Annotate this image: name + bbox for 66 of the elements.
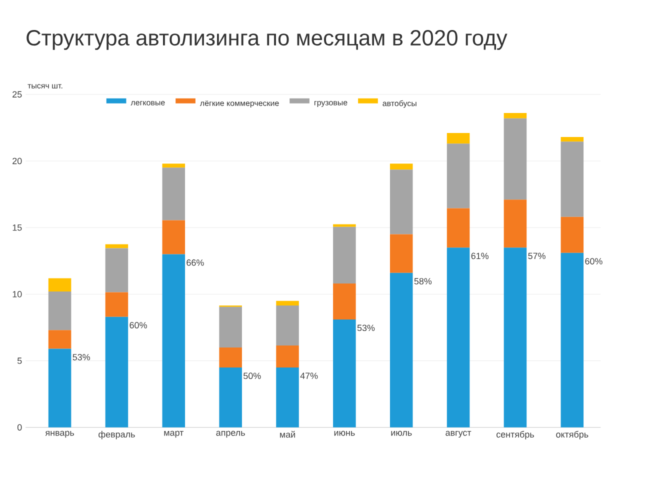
annotation: 50% (244, 372, 261, 380)
bar (105, 244, 128, 248)
bar (446, 248, 470, 428)
bar (162, 254, 186, 428)
bar (276, 345, 299, 368)
x-tick-label: январь (45, 430, 74, 438)
annotation: 57% (528, 252, 546, 260)
bar (390, 234, 413, 273)
bar (48, 292, 72, 330)
bar (333, 224, 356, 227)
bar (219, 347, 242, 368)
x-tick-label: февраль (98, 430, 135, 440)
x-tick-label: апрель (216, 430, 245, 438)
x-tick-label: май (280, 430, 295, 438)
bar (105, 248, 128, 292)
bar (333, 284, 356, 320)
bar (219, 367, 242, 428)
annotation: 58% (414, 278, 432, 284)
x-tick-label: сентябрь (496, 430, 534, 440)
bar (48, 348, 72, 428)
bar (162, 220, 186, 254)
bar (560, 252, 584, 428)
bar (162, 164, 186, 168)
bar (276, 300, 299, 306)
y-tick-label: 0 (17, 424, 22, 431)
bar (446, 144, 470, 208)
bar (560, 137, 584, 142)
annotation: 47% (300, 372, 318, 379)
bar (504, 248, 527, 428)
bar (504, 200, 527, 248)
bar (48, 278, 72, 292)
bar (446, 208, 470, 248)
bar (504, 118, 527, 200)
bar (446, 133, 470, 144)
bar (162, 168, 186, 220)
bar (219, 306, 242, 348)
bar (390, 272, 413, 428)
x-tick-label: октябрь (556, 430, 588, 440)
x-tick-label: август (446, 430, 472, 438)
y-tick-label: 5 (17, 358, 22, 364)
bar (560, 142, 584, 217)
bar (333, 320, 356, 428)
x-tick-label: март (164, 430, 184, 438)
y-tick-label: 20 (12, 158, 22, 164)
annotation: 60% (585, 258, 602, 264)
x-tick-label: июль (391, 430, 412, 436)
bar (48, 330, 72, 349)
bar (333, 226, 356, 284)
x-tick-label: июнь (334, 430, 355, 436)
annotation: 53% (357, 324, 375, 332)
annotation: 53% (72, 354, 90, 360)
bar (560, 216, 584, 253)
bar (105, 316, 128, 428)
chart-title: Структура автолизинга по месяцам в 2020 году (26, 30, 508, 50)
bar (390, 170, 413, 234)
annotation: 66% (186, 259, 204, 266)
annotation: 61% (471, 252, 489, 260)
bar (105, 292, 128, 317)
y-tick-label: 15 (12, 224, 22, 231)
y-tick-label: 10 (12, 291, 22, 298)
bar (276, 306, 299, 346)
bar (504, 113, 527, 118)
y-tick-label: 25 (12, 91, 22, 98)
bar (276, 367, 299, 428)
bar (390, 164, 413, 170)
annotation: 60% (130, 322, 147, 328)
